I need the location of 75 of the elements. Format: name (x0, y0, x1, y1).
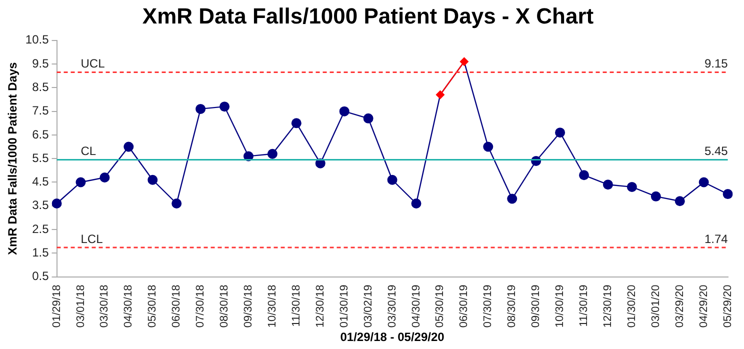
y-tick-label: 9.5 (32, 56, 50, 70)
point (602, 180, 613, 190)
x-tick-label: 08/30/18 (218, 284, 231, 328)
point (507, 194, 518, 204)
x-tick-label: 11/30/18 (290, 284, 302, 327)
ref-line-label: UCL (80, 56, 106, 71)
y-tick-label: 5.5 (32, 150, 50, 165)
point (650, 191, 661, 202)
x-tick-label: 06/30/18 (170, 284, 183, 328)
x-tick-label: 09/30/19 (530, 284, 542, 328)
x-tick-label: 11/30/19 (578, 284, 590, 327)
point (411, 198, 422, 209)
y-tick-label: 7.5 (32, 104, 50, 118)
x-tick-label: 04/29/20 (698, 284, 710, 328)
point (460, 57, 469, 66)
x-tick-label: 10/30/18 (266, 284, 278, 328)
x-tick-label: 05/30/18 (146, 284, 159, 328)
point (579, 170, 590, 180)
point (555, 128, 566, 138)
point (100, 172, 110, 182)
x-tick-label: 07/30/18 (194, 284, 207, 328)
point (387, 174, 398, 185)
y-tick-label: 1.5 (32, 245, 50, 260)
point (339, 106, 350, 116)
annotation: 5.45 (704, 144, 728, 158)
y-tick-label: 8.5 (32, 80, 50, 94)
point (436, 90, 445, 100)
x-tick-label: 03/01/20 (650, 284, 662, 328)
x-tick-label: 06/30/19 (458, 284, 470, 328)
y-tick-label: 3.5 (32, 198, 50, 212)
point (267, 148, 278, 159)
x-tick-label: 05/30/19 (434, 284, 446, 328)
annotation: 1.74 (704, 232, 728, 246)
point (172, 198, 182, 209)
ref-line-label: CL (80, 144, 96, 158)
x-tick-label: 03/02/19 (362, 284, 374, 328)
x-tick-label: 04/30/19 (410, 284, 422, 328)
ref-line-label: LCL (80, 232, 104, 246)
x-tick-label: 03/30/19 (386, 284, 398, 328)
x-tick-label: 12/30/19 (602, 284, 614, 328)
point (148, 174, 158, 185)
y-tick-label: 10.5 (25, 32, 50, 47)
x-tick-label: 08/30/19 (506, 284, 518, 328)
annotation: 9.15 (704, 56, 728, 71)
x-tick-label: 01/29/18 (50, 284, 63, 328)
point (698, 177, 709, 188)
point (483, 142, 494, 152)
point (626, 182, 637, 192)
y-tick-label: 0.5 (32, 269, 50, 284)
x-tick-label: 09/30/18 (242, 284, 255, 328)
x-tick-label: 01/30/19 (338, 284, 350, 328)
point (124, 142, 134, 152)
point (363, 113, 374, 124)
point (291, 118, 302, 128)
point (52, 198, 62, 209)
point (674, 196, 685, 206)
chart-title: XmR Data Falls/1000 Patient Days - X Chart (142, 3, 594, 28)
y-tick-label: 2.5 (32, 222, 50, 236)
x-tick-label: 03/30/18 (98, 284, 111, 328)
y-axis-title: XmR Data Falls/1000 Patient Days (6, 62, 20, 255)
x-tick-label: 07/30/19 (482, 284, 494, 328)
x-tick-label: 03/29/20 (674, 284, 686, 328)
x-tick-label: 05/29/20 (722, 284, 734, 328)
x-tick-label: 12/30/18 (314, 284, 326, 328)
x-tick-label: 03/01/18 (74, 284, 87, 328)
x-tick-label: 01/30/20 (626, 284, 638, 328)
x-axis-title: 01/29/18 - 05/29/20 (340, 330, 445, 344)
y-tick-label: 4.5 (32, 174, 50, 189)
x-tick-label: 04/30/18 (122, 284, 135, 328)
y-tick-label: 6.5 (32, 127, 50, 142)
point (76, 177, 86, 188)
point (722, 189, 733, 200)
x-tick-label: 10/30/19 (554, 284, 566, 328)
point (196, 104, 206, 114)
point (220, 102, 230, 112)
